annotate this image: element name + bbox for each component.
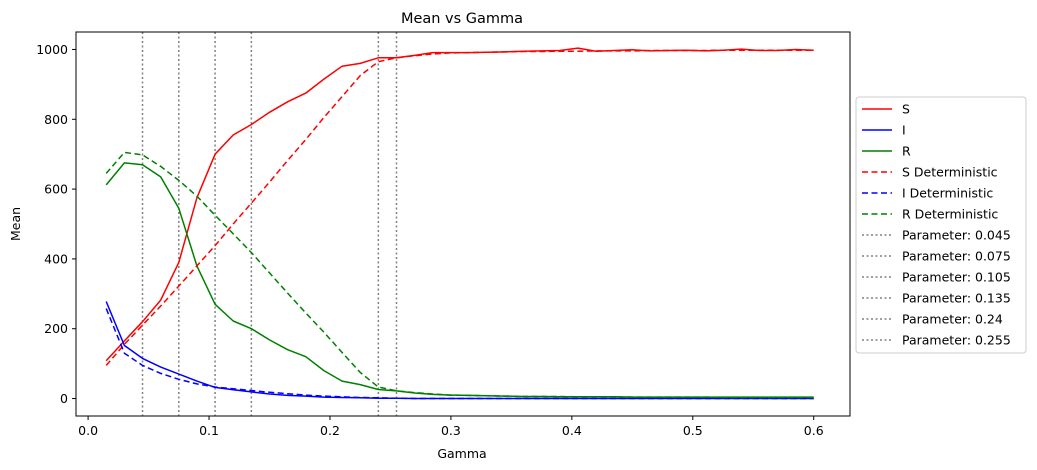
legend-label: R Deterministic	[902, 207, 998, 222]
y-tick-label: 1000	[36, 42, 68, 57]
series-line-r-deterministic	[105, 151, 814, 399]
plot-area	[105, 32, 814, 416]
legend-label: I	[902, 123, 906, 138]
legend-label: Parameter: 0.255	[902, 333, 1011, 348]
x-tick-label: 0.5	[683, 423, 703, 438]
x-tick-label: 0.1	[199, 423, 219, 438]
x-tick-label: 0.2	[320, 423, 340, 438]
plot-frame	[75, 31, 851, 417]
y-tick-label: 600	[44, 182, 68, 197]
legend-label: I Deterministic	[902, 186, 993, 201]
legend-label: Parameter: 0.105	[902, 270, 1011, 285]
legend-label: Parameter: 0.075	[902, 249, 1011, 264]
legend-label: Parameter: 0.135	[902, 291, 1011, 306]
legend-entries: SIR S Deterministic I Deterministic R Deter…	[862, 102, 1011, 348]
x-tick-label: 0.6	[804, 423, 824, 438]
x-tick-label: 0.0	[78, 423, 98, 438]
legend: SIR S Deterministic I Deterministic R Deter…	[855, 96, 1027, 354]
legend-label: R	[902, 144, 911, 159]
x-tick-label: 0.3	[441, 423, 461, 438]
x-tick-label: 0.4	[562, 423, 582, 438]
y-tick-label: 400	[44, 251, 68, 266]
legend-label: Parameter: 0.045	[902, 228, 1011, 243]
legend-box	[855, 96, 1027, 354]
legend-label: S	[902, 102, 910, 117]
legend-label: S Deterministic	[902, 165, 998, 180]
y-tick-label: 800	[44, 112, 68, 127]
legend-label: Parameter: 0.24	[902, 312, 1003, 327]
chart-title: Mean vs Gamma	[401, 11, 523, 27]
y-axis-label: Mean	[8, 207, 23, 241]
y-tick-label: 200	[44, 321, 68, 336]
series-line-s-deterministic	[105, 49, 814, 366]
x-axis: 0.0 0.1 0.2 0.3 0.4 0.5 0.6	[78, 416, 824, 438]
series-line-i-deterministic	[105, 308, 814, 400]
x-axis-label: Gamma	[437, 446, 486, 461]
y-tick-label: 0	[60, 391, 68, 406]
y-axis: 0 200 400 600 800 1000	[36, 42, 76, 406]
